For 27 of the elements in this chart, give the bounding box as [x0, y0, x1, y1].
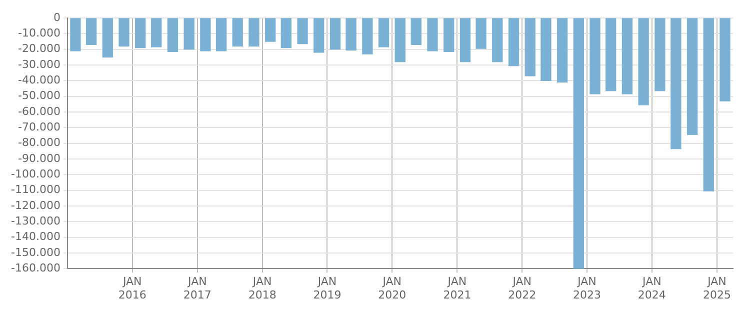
x-tick-label: JAN 2021 — [443, 275, 472, 302]
y-tick-label: -110.000 — [10, 183, 60, 196]
y-tick-label: -40.000 — [18, 74, 60, 87]
y-tick-label: -50.000 — [18, 89, 60, 102]
x-tick-label: JAN 2020 — [378, 275, 406, 302]
y-tick-label: -100.000 — [10, 167, 60, 180]
x-tick-label: JAN 2025 — [702, 275, 731, 302]
y-tick-label: -30.000 — [18, 58, 60, 71]
y-tick-label: -90.000 — [18, 152, 60, 165]
x-tick-label: JAN 2017 — [183, 275, 212, 302]
x-tick-label: JAN 2024 — [638, 275, 666, 302]
x-tick-label: JAN 2016 — [118, 275, 146, 302]
y-tick-label: -20.000 — [18, 42, 60, 56]
y-tick-label: 0 — [53, 10, 60, 24]
x-tick-label: JAN 2022 — [508, 275, 536, 302]
y-tick-label: -120.000 — [10, 198, 60, 212]
x-tick-label: JAN 2023 — [573, 275, 602, 302]
y-tick-label: -80.000 — [18, 136, 60, 150]
y-tick-label: -70.000 — [18, 120, 60, 134]
y-tick-label: -140.000 — [10, 230, 60, 244]
x-tick-label: JAN 2018 — [248, 275, 276, 302]
y-tick-label: -60.000 — [18, 104, 60, 118]
y-tick-label: -150.000 — [10, 246, 60, 259]
y-tick-label: -10.000 — [18, 26, 60, 40]
y-tick-label: -160.000 — [10, 261, 60, 274]
y-tick-label: -130.000 — [10, 214, 60, 228]
x-tick-label: JAN 2019 — [313, 275, 342, 302]
